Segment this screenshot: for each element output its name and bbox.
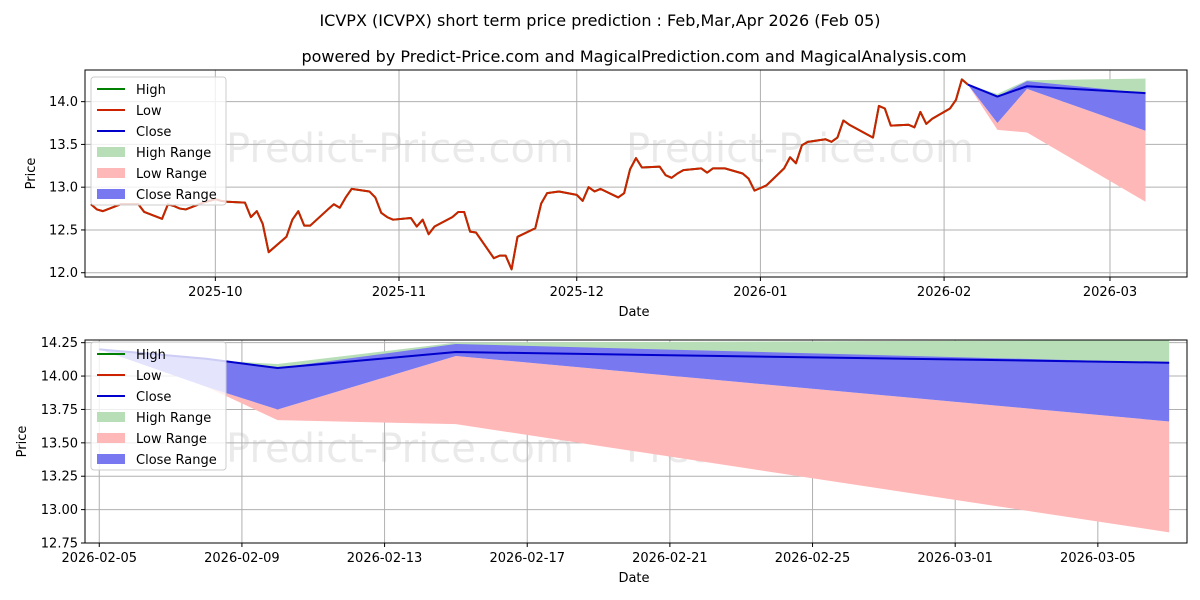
- x-tick-label: 2026-03: [1083, 285, 1137, 300]
- axes-frame: [84, 69, 1188, 278]
- legend-patch-swatch: [97, 454, 125, 464]
- x-tick-label: 2025-10: [188, 285, 242, 300]
- legend-label: Close Range: [136, 453, 217, 468]
- legend-patch-swatch: [97, 412, 125, 422]
- legend-label: High: [136, 83, 166, 98]
- low-range-band: [99, 349, 1170, 533]
- top-panel: Predict-Price.com Predict-Price.comPredic…: [24, 69, 1188, 320]
- y-tick-label: 12.0: [49, 266, 78, 281]
- x-tick-label: 2026-02-13: [347, 551, 423, 566]
- legend-label: Close: [136, 390, 171, 405]
- x-tick-label: 2026-02-17: [489, 551, 565, 566]
- watermark-text: Predict-Price.com: [226, 126, 574, 172]
- x-tick-label: 2026-02-09: [204, 551, 280, 566]
- y-tick-label: 12.75: [41, 537, 78, 552]
- y-tick-label: 14.00: [41, 370, 78, 385]
- legend-label: High: [136, 348, 166, 363]
- legend-patch-swatch: [97, 168, 125, 178]
- axes-frame: [84, 339, 1188, 544]
- y-tick-label: 13.75: [41, 403, 78, 418]
- low-range-band: [967, 84, 1146, 202]
- close-range-band: [99, 344, 1170, 422]
- y-tick-label: 14.25: [41, 336, 78, 351]
- x-axis-label: Date: [618, 305, 649, 320]
- y-tick-label: 14.0: [49, 95, 78, 110]
- y-tick-label: 13.50: [41, 436, 78, 451]
- plot-area: [90, 78, 1146, 271]
- y-axis-label: Price: [15, 426, 30, 458]
- x-tick-label: 2026-03-01: [917, 551, 993, 566]
- y-tick-label: 12.5: [49, 223, 78, 238]
- legend-label: Low Range: [136, 167, 207, 182]
- y-tick-label: 13.5: [49, 138, 78, 153]
- legend-patch-swatch: [97, 189, 125, 199]
- x-tick-label: 2026-01: [733, 285, 787, 300]
- x-tick-label: 2026-02-25: [775, 551, 851, 566]
- y-tick-label: 13.0: [49, 181, 78, 196]
- low-history-line: [90, 78, 969, 271]
- legend: High Low Close High Range Low Range Close Ran…: [90, 341, 227, 471]
- y-tick-label: 13.00: [41, 503, 78, 518]
- chart-subtitle: powered by Predict-Price.com and Magical…: [301, 47, 966, 66]
- x-tick-label: 2026-02: [917, 285, 971, 300]
- legend-label: Low Range: [136, 432, 207, 447]
- chart-title: ICVPX (ICVPX) short term price predictio…: [319, 11, 880, 30]
- legend-patch-swatch: [97, 433, 125, 443]
- legend-patch-swatch: [97, 147, 125, 157]
- x-tick-label: 2026-03-05: [1060, 551, 1136, 566]
- legend-label: Low: [136, 369, 162, 384]
- x-tick-label: 2026-02-05: [61, 551, 137, 566]
- watermark-text: Predict-Price.com: [226, 426, 574, 472]
- legend-label: High Range: [136, 411, 211, 426]
- close-range-band: [967, 81, 1146, 131]
- legend: High Low Close High Range Low Range Close Ran…: [90, 76, 227, 206]
- x-axis-label: Date: [618, 571, 649, 586]
- close-forecast-line: [967, 83, 1146, 98]
- y-axis-label: Price: [24, 158, 39, 190]
- y-tick-label: 13.25: [41, 470, 78, 485]
- legend-label: Close: [136, 125, 171, 140]
- x-tick-label: 2025-12: [550, 285, 604, 300]
- x-tick-label: 2025-11: [372, 285, 426, 300]
- legend-label: High Range: [136, 146, 211, 161]
- legend-label: Low: [136, 104, 162, 119]
- x-tick-label: 2026-02-21: [632, 551, 708, 566]
- legend-label: Close Range: [136, 188, 217, 203]
